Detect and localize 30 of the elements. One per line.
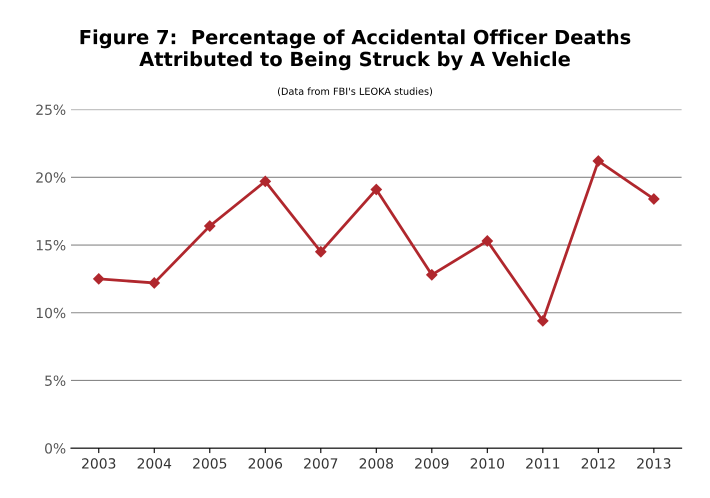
point: [592, 155, 604, 167]
point: [260, 176, 271, 187]
y-tick-label: 20%: [36, 172, 66, 183]
x-tick-label: 2012: [582, 458, 615, 469]
x-tick-label: 2006: [248, 458, 282, 469]
y-tick-label: 5%: [45, 375, 66, 386]
x-tick-label: 2003: [82, 458, 116, 469]
x-tick-label: 2010: [470, 458, 504, 469]
x-tick-label: 2008: [360, 458, 394, 469]
point: [482, 235, 493, 247]
y-tick-label: 25%: [36, 104, 66, 116]
y-tick-label: 0%: [45, 443, 66, 454]
point: [648, 193, 660, 205]
y-tick-label: 10%: [36, 308, 66, 318]
point: [315, 246, 326, 258]
point: [537, 315, 548, 326]
y-tick-label: 15%: [36, 240, 66, 250]
point: [426, 269, 438, 280]
point: [93, 273, 104, 284]
point: [370, 184, 382, 196]
chart-title: Figure 7: Percentage of Accidental Officer Deaths Attributed to Being Struck by A Vehicle: [80, 29, 630, 70]
chart-subtitle: (Data from FBI's LEOKA studies): [278, 87, 432, 96]
x-tick-label: 2007: [304, 458, 338, 469]
point: [204, 220, 216, 232]
point: [148, 277, 160, 289]
x-tick-label: 2004: [138, 458, 172, 469]
x-tick-label: 2009: [415, 458, 449, 469]
x-tick-label: 2011: [526, 458, 560, 469]
x-tick-label: 2005: [193, 458, 226, 469]
x-tick-label: 2013: [637, 458, 670, 469]
